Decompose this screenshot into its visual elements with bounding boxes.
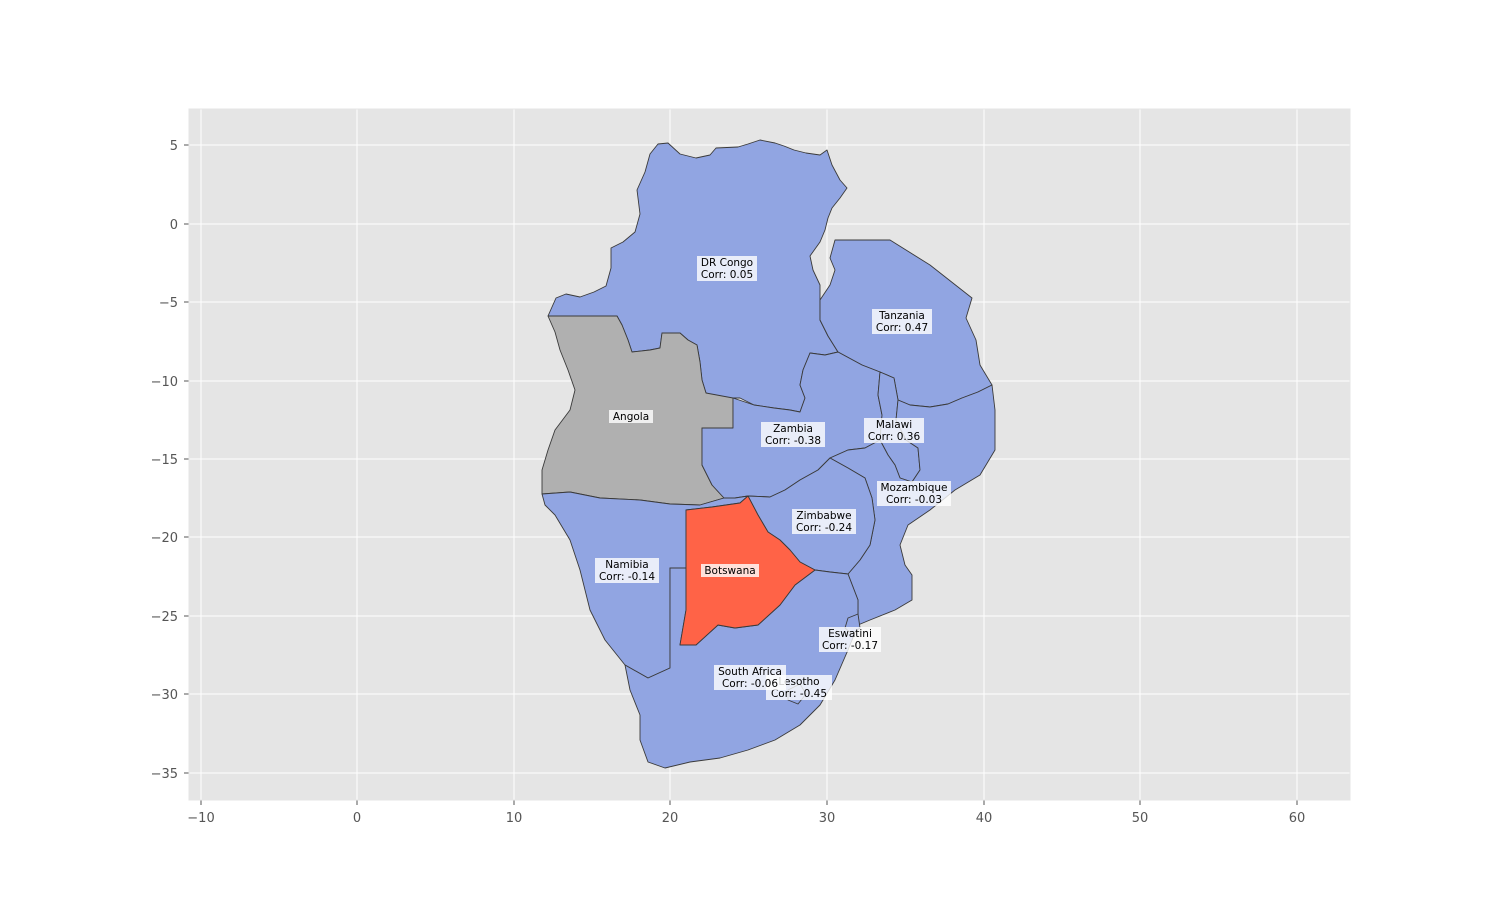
label-box [872, 309, 932, 334]
country-name-label: Lesotho [778, 676, 819, 688]
y-tick-label: −15 [151, 453, 178, 468]
country-corr-label: Corr: -0.17 [822, 640, 878, 652]
y-tick-label: 5 [170, 139, 178, 154]
country-name-label: Tanzania [878, 310, 925, 322]
label-box [701, 564, 759, 577]
country-name-label: Mozambique [880, 482, 947, 494]
label-box [714, 665, 786, 690]
country-name-label: Namibia [605, 559, 648, 571]
label-angola: Angola [609, 410, 653, 423]
label-botswana: Botswana [701, 564, 759, 577]
country-name-label: Malawi [876, 419, 912, 431]
label-box [609, 410, 653, 423]
x-tick-label: 40 [976, 811, 993, 826]
country-name-label: South Africa [718, 666, 782, 678]
country-name-label: Angola [613, 411, 649, 423]
country-name-label: DR Congo [701, 257, 753, 269]
country-name-label: Botswana [704, 565, 755, 577]
label-malawi: Malawi Corr: 0.36 [864, 418, 924, 443]
country-corr-label: Corr: -0.06 [722, 678, 778, 690]
country-corr-label: Corr: -0.14 [599, 571, 655, 583]
country-corr-label: Corr: -0.03 [886, 494, 942, 506]
x-tick-label: 0 [353, 811, 361, 826]
country-corr-label: Corr: 0.47 [876, 322, 928, 334]
x-tick-label: 30 [819, 811, 836, 826]
label-box [819, 627, 881, 652]
label-box [595, 558, 659, 583]
x-tick-label: 20 [662, 811, 679, 826]
label-mozambique: Mozambique Corr: -0.03 [877, 481, 951, 506]
label-zimbabwe: Zimbabwe Corr: -0.24 [792, 509, 856, 534]
y-tick-label: −35 [151, 767, 178, 782]
label-box [864, 418, 924, 443]
label-zambia: Zambia Corr: -0.38 [761, 422, 825, 447]
x-tick-label: 60 [1289, 811, 1306, 826]
y-tick-label: −25 [151, 610, 178, 625]
label-eswatini: Eswatini Corr: -0.17 [819, 627, 881, 652]
country-labels: DR Congo Corr: 0.05 Tanzania Corr: 0.47 … [595, 256, 951, 700]
label-south-africa: South Africa Corr: -0.06 [714, 665, 786, 690]
country-name-label: Zimbabwe [796, 510, 851, 522]
label-box [877, 481, 951, 506]
country-corr-label: Corr: -0.24 [796, 522, 852, 534]
x-tick-label: 10 [506, 811, 523, 826]
y-tick-label: −10 [151, 375, 178, 390]
x-tick-label: −10 [187, 811, 214, 826]
label-box [697, 256, 757, 281]
y-tick-label: −30 [151, 688, 178, 703]
y-tick-label: −5 [159, 296, 178, 311]
plot-frame [188, 108, 1351, 801]
label-box [792, 509, 856, 534]
country-corr-label: Corr: 0.05 [701, 269, 753, 281]
label-tanzania: Tanzania Corr: 0.47 [872, 309, 932, 334]
tick-marks [184, 144, 1298, 805]
y-tick-label: 0 [170, 218, 178, 233]
label-namibia: Namibia Corr: -0.14 [595, 558, 659, 583]
country-name-label: Eswatini [828, 628, 872, 640]
x-tick-label: 50 [1132, 811, 1149, 826]
y-tick-labels: 5 0 −5 −10 −15 −20 −25 −30 −35 [151, 139, 178, 782]
country-corr-label: Corr: 0.36 [868, 431, 921, 443]
y-tick-label: −20 [151, 531, 178, 546]
country-corr-label: Corr: -0.38 [765, 435, 821, 447]
country-name-label: Zambia [773, 423, 813, 435]
x-tick-labels: −10 0 10 20 30 40 50 60 [187, 811, 1305, 826]
label-dr-congo: DR Congo Corr: 0.05 [697, 256, 757, 281]
label-box [761, 422, 825, 447]
country-corr-label: Corr: -0.45 [771, 688, 827, 700]
